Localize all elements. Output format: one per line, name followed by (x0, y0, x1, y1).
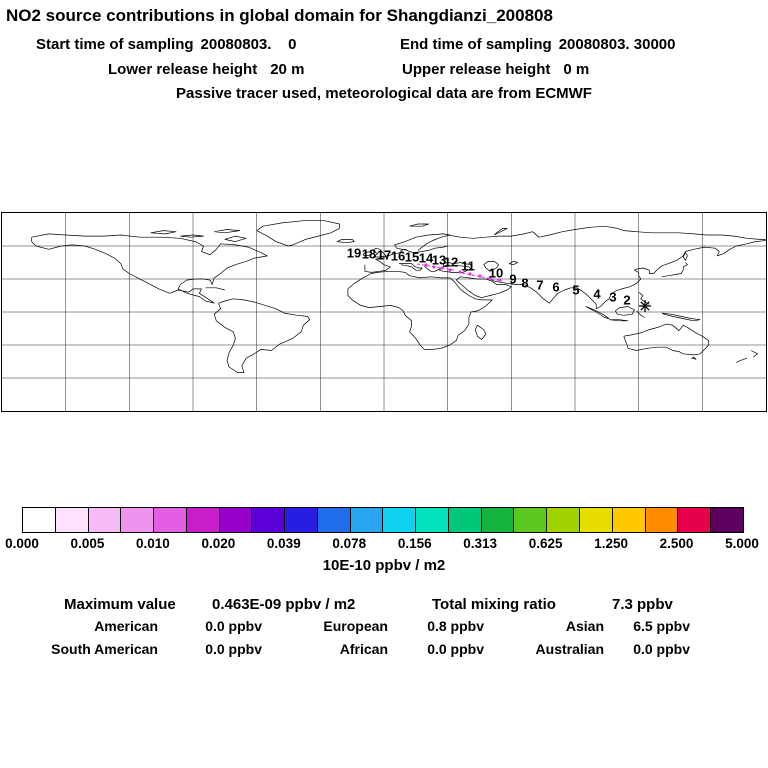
region-value-european: 0.8 ppbv (427, 618, 484, 634)
sampling-end: End time of sampling 20080803. 30000 (400, 36, 675, 53)
svg-text:10: 10 (489, 266, 503, 281)
colorbar-tick-label: 0.000 (5, 536, 39, 551)
colorbar-tick-label: 1.250 (594, 536, 628, 551)
region-label-american: American (94, 618, 158, 634)
coastlines (31, 220, 766, 373)
region-label-asian: Asian (565, 618, 604, 634)
colorbar-segment (480, 508, 514, 532)
lower-release-value: 20 m (270, 61, 305, 78)
tracer-note: Passive tracer used, meteorological data… (176, 85, 592, 102)
colorbar (22, 507, 744, 533)
svg-text:2: 2 (623, 293, 630, 308)
svg-text:18: 18 (362, 247, 376, 262)
region-value-african: 0.0 ppbv (427, 641, 484, 657)
svg-text:6: 6 (552, 280, 559, 295)
colorbar-segment (579, 508, 612, 532)
region-label-african: African (339, 641, 388, 657)
total-mixing-ratio-label: Total mixing ratio (432, 596, 556, 613)
region-value-south-american: 0.0 ppbv (205, 641, 262, 657)
svg-text:15: 15 (405, 250, 419, 265)
region-value-american: 0.0 ppbv (205, 618, 262, 634)
region-value-australian: 0.0 ppbv (633, 641, 690, 657)
svg-text:16: 16 (391, 249, 405, 264)
sampling-end-value: 20080803. 30000 (558, 36, 676, 53)
colorbar-tick-label: 0.020 (201, 536, 236, 551)
colorbar-segment (218, 508, 252, 532)
colorbar-tick-label: 0.005 (70, 536, 105, 551)
colorbar-tick-label: 5.000 (725, 536, 759, 551)
maximum-value: 0.463E-09 ppbv / m2 (212, 596, 356, 613)
total-mixing-ratio-value: 7.3 ppbv (612, 596, 673, 613)
world-map-panel: 19 18 17 16 15 14 13 12 11 10 9 8 7 6 5 4 3 2 (1, 212, 767, 412)
colorbar-tick-label: 0.313 (463, 536, 498, 551)
svg-text:7: 7 (536, 278, 543, 293)
upper-release: Upper release height 0 m (402, 61, 589, 78)
upper-release-value: 0 m (563, 61, 590, 78)
svg-text:8: 8 (521, 276, 528, 291)
colorbar-segment (251, 508, 285, 532)
colorbar-segment (23, 508, 55, 532)
colorbar-tick-label: 0.156 (397, 536, 432, 551)
colorbar-tick-label: 0.010 (136, 536, 170, 551)
colorbar-segment (611, 508, 645, 532)
sampling-start-value: 20080803. 0 (200, 36, 297, 53)
page-title: NO2 source contributions in global domai… (6, 6, 553, 25)
region-label-european: European (323, 618, 388, 634)
sampling-start-label: Start time of sampling (36, 36, 194, 53)
svg-text:9: 9 (509, 272, 516, 287)
colorbar-segment (349, 508, 383, 532)
colorbar-segment (644, 508, 678, 532)
lower-release-label: Lower release height (108, 61, 258, 78)
receptor-star-icon (639, 300, 651, 312)
colorbar-segment (153, 508, 186, 532)
upper-release-label: Upper release height (402, 61, 551, 78)
svg-text:19: 19 (347, 246, 361, 261)
trajectory-markers (416, 263, 503, 282)
svg-text:13: 13 (432, 253, 446, 268)
lower-release: Lower release height 20 m (108, 61, 304, 78)
colorbar-tick-label: 0.625 (528, 536, 563, 551)
sampling-start: Start time of sampling 20080803. 0 (36, 36, 296, 53)
colorbar-segment (382, 508, 416, 532)
svg-text:11: 11 (461, 259, 475, 274)
svg-text:17: 17 (377, 248, 391, 263)
svg-text:4: 4 (593, 287, 601, 302)
region-label-south-american: South American (51, 641, 158, 657)
svg-text:3: 3 (609, 290, 616, 305)
colorbar-segment (316, 508, 350, 532)
colorbar-segment (54, 508, 88, 532)
maximum-value-label: Maximum value (64, 596, 176, 613)
region-value-asian: 6.5 ppbv (633, 618, 690, 634)
colorbar-segment (546, 508, 580, 532)
sampling-end-label: End time of sampling (400, 36, 552, 53)
region-label-australian: Australian (535, 641, 604, 657)
colorbar-segment (710, 508, 743, 532)
colorbar-tick-label: 2.500 (659, 536, 694, 551)
colorbar-segment (447, 508, 481, 532)
colorbar-segment (513, 508, 547, 532)
svg-text:5: 5 (572, 283, 579, 298)
colorbar-segment (185, 508, 219, 532)
colorbar-segment (87, 508, 121, 532)
colorbar-tick-labels: 0.000 0.005 0.010 0.020 0.039 0.078 0.156 0.313… (5, 536, 759, 553)
colorbar-unit-label: 10E-10 ppbv / m2 (322, 557, 446, 574)
grid-lines (2, 213, 766, 411)
colorbar-segment (677, 508, 711, 532)
colorbar-tick-label: 0.039 (266, 536, 301, 551)
svg-text:12: 12 (444, 255, 458, 270)
region-stats: American 0.0 ppbv European 0.8 ppbv Asia… (8, 618, 690, 657)
colorbar-tick-label: 0.078 (332, 536, 367, 551)
colorbar-segment (120, 508, 154, 532)
colorbar-segment (284, 508, 317, 532)
svg-text:14: 14 (419, 251, 434, 266)
colorbar-segment (415, 508, 448, 532)
